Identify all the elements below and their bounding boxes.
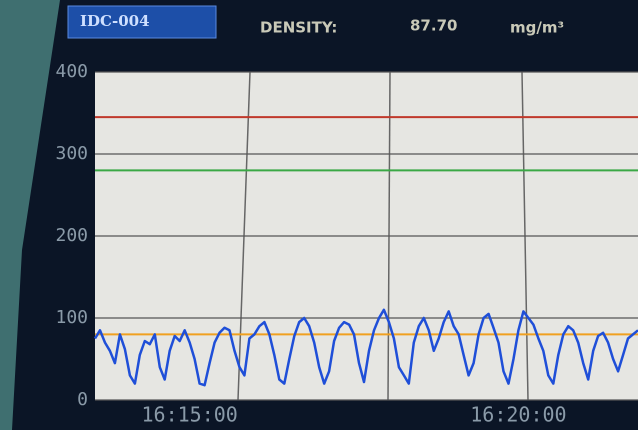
y-tick-label: 100 <box>55 307 88 328</box>
density-value: 87.70 <box>410 17 457 35</box>
x-tick-label: 16:15:00 <box>141 403 237 427</box>
y-tick-label: 200 <box>55 225 88 246</box>
id-box <box>67 5 217 39</box>
density-unit: mg/m³ <box>510 19 564 37</box>
y-tick-label: 0 <box>77 389 88 410</box>
bezel <box>0 0 60 430</box>
data-line <box>93 308 638 387</box>
y-tick-label: 300 <box>55 143 88 164</box>
id-label: IDC-004 <box>80 12 150 30</box>
x-tick-label: 16:20:00 <box>470 403 566 427</box>
density-label: DENSITY: <box>260 19 337 37</box>
y-tick-label: 400 <box>55 61 88 82</box>
